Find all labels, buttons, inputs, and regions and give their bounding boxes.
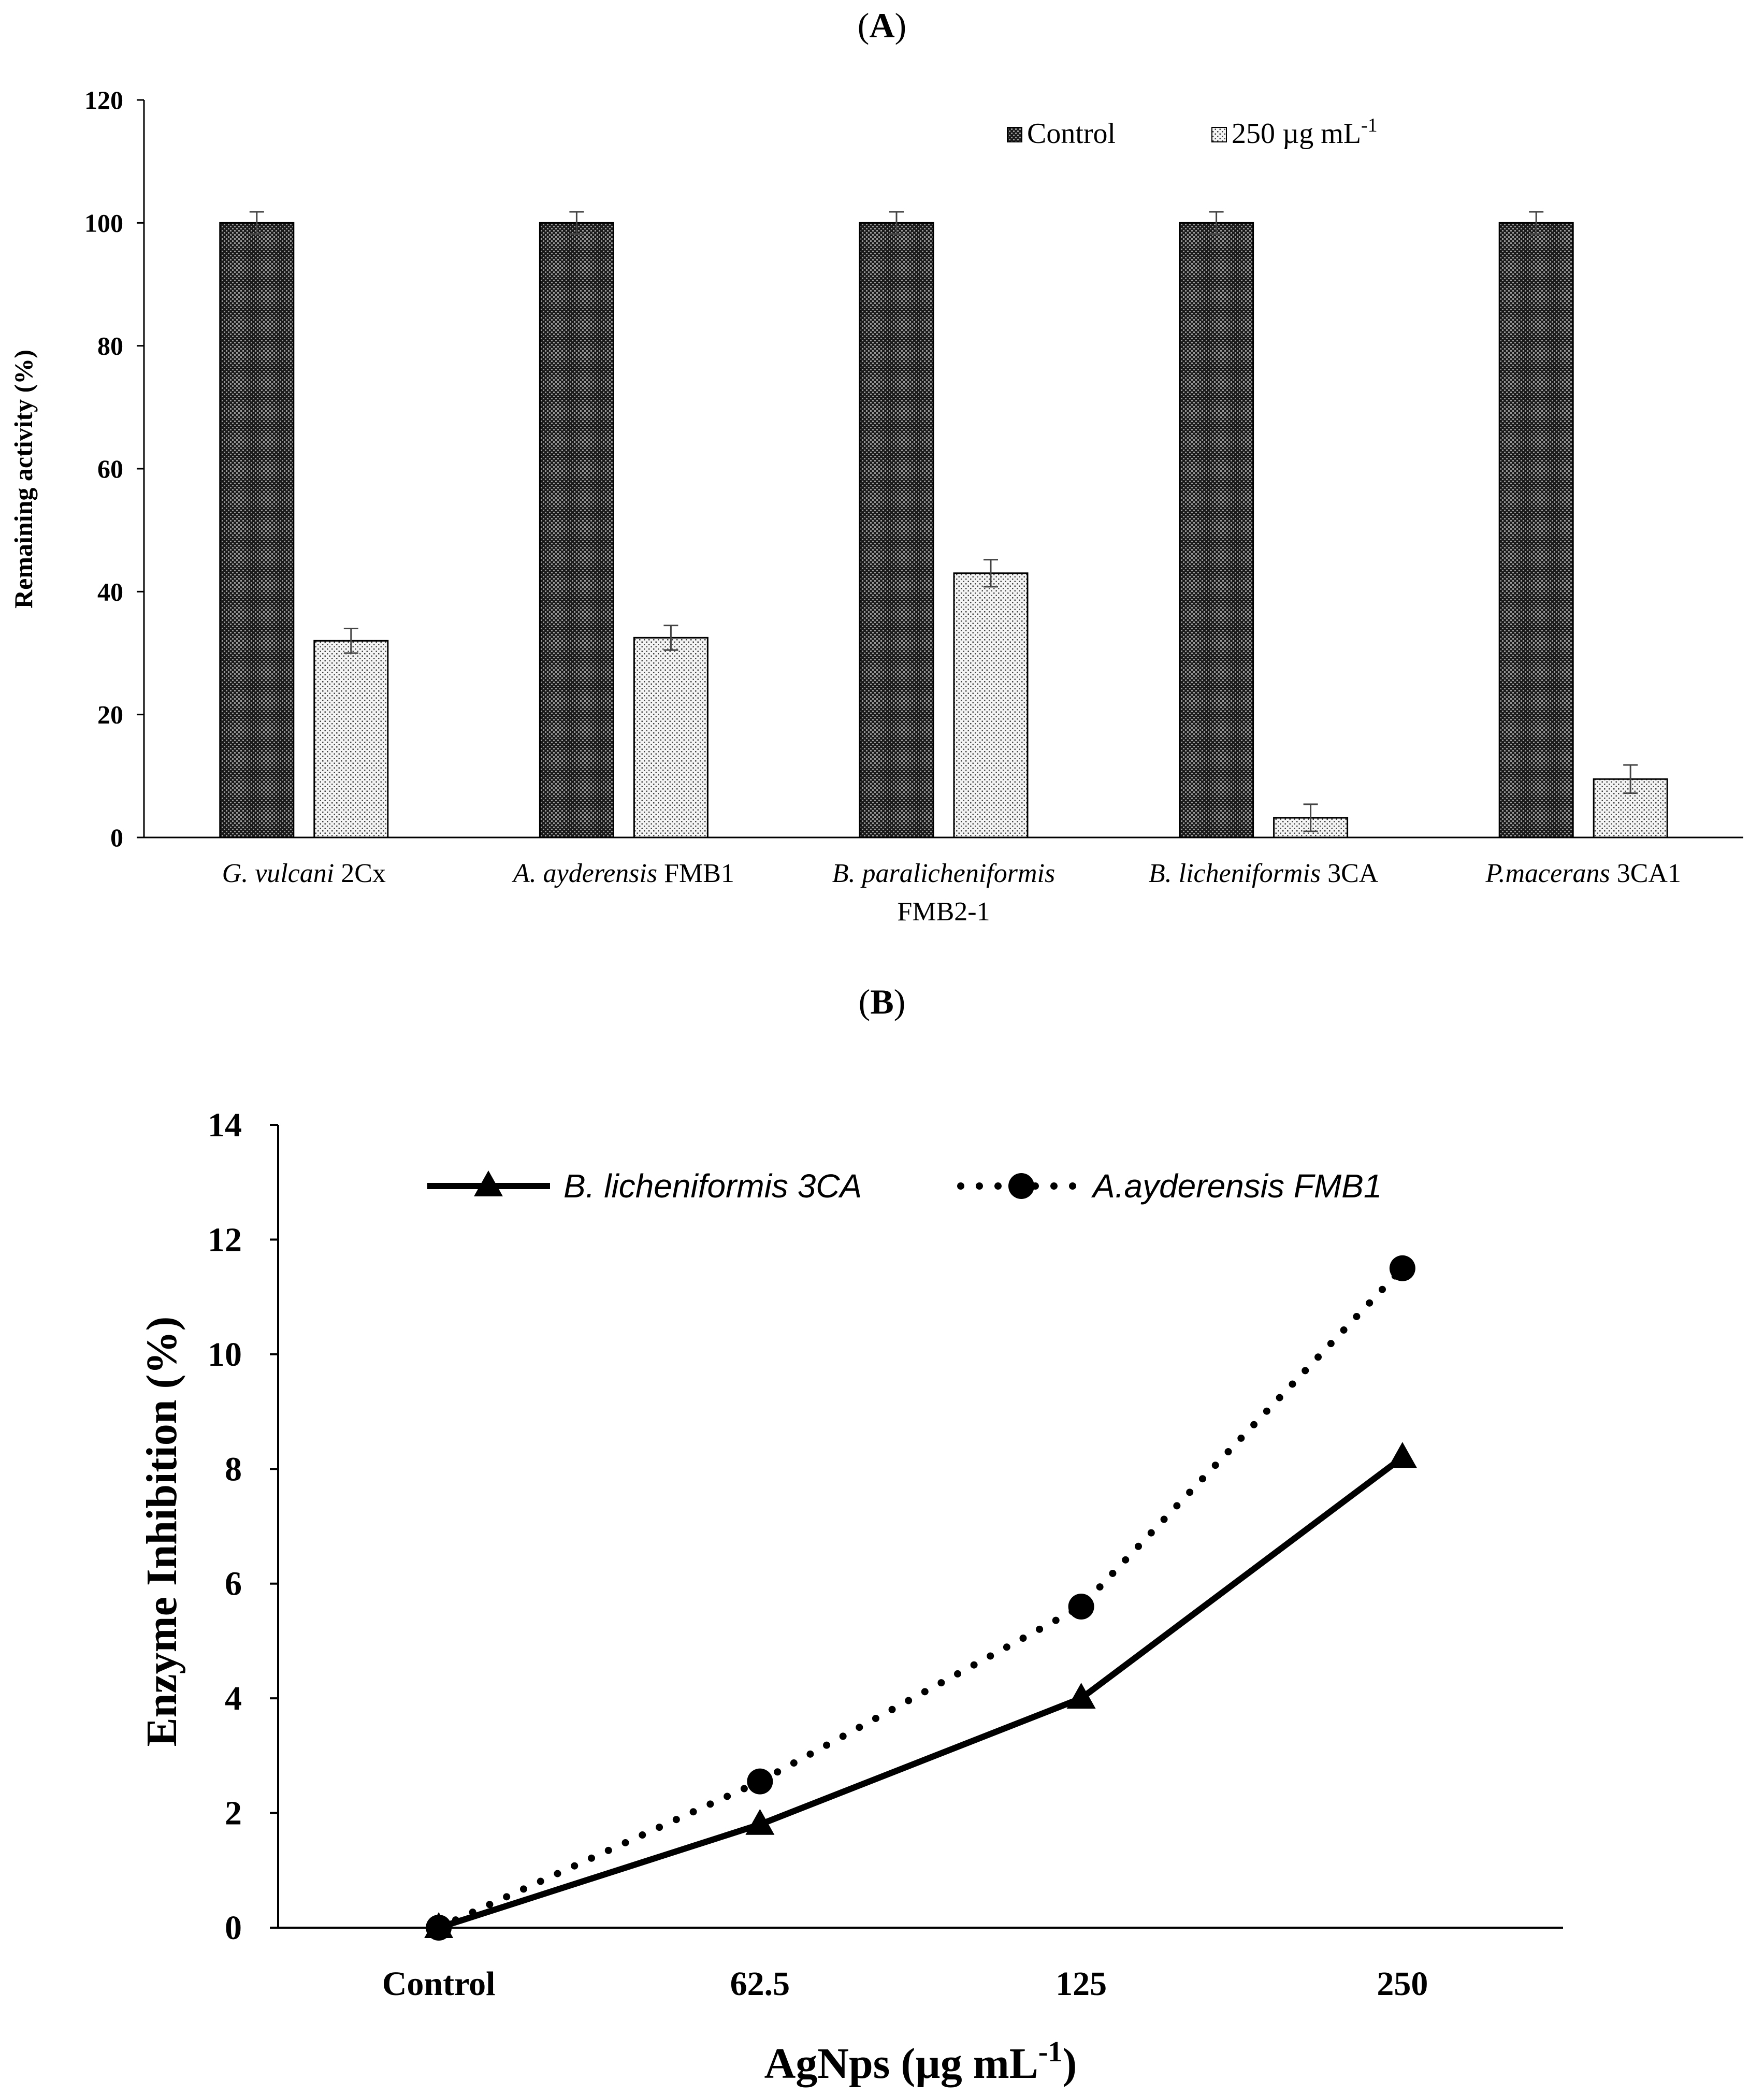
panel-b-label: (B) — [858, 982, 906, 1021]
bar-control — [1179, 222, 1254, 839]
data-point-circle — [747, 1768, 773, 1795]
x-tick-label: 125 — [1055, 1965, 1107, 2003]
bar-control — [219, 222, 295, 839]
y-tick-label: 40 — [97, 577, 123, 606]
y-tick-label: 0 — [110, 823, 123, 852]
category-label-line2: FMB2-1 — [897, 897, 990, 927]
y-tick-label: 0 — [225, 1909, 242, 1947]
legend: B. licheniformis 3CA A.ayderensis FMB1 — [427, 1167, 1382, 1205]
legend-label: 250 µg mL-1 — [1232, 114, 1378, 150]
legend-swatch — [1007, 127, 1022, 142]
legend-label: A.ayderensis FMB1 — [1091, 1167, 1382, 1205]
series-line-a-ayderensis — [435, 1264, 1406, 1931]
series-line-b-licheniformis — [438, 1455, 1405, 1931]
category-label: P.macerans 3CA1 — [1485, 859, 1681, 888]
category-label: G. vulcani 2Cx — [222, 859, 386, 888]
bar-250-g-ml — [313, 640, 389, 839]
y-tick-label: 12 — [208, 1221, 242, 1259]
x-tick-label: 62.5 — [730, 1965, 790, 2003]
y-axis: 0 2 4 6 8 10 12 14 — [208, 1106, 279, 1947]
legend-swatch — [1211, 127, 1227, 142]
legend-label: Control — [1027, 118, 1116, 150]
bar-250-g-ml — [953, 572, 1029, 839]
bars — [219, 211, 1668, 839]
category-label: A. ayderensis FMB1 — [512, 859, 734, 888]
legend-marker-circle — [1008, 1173, 1034, 1199]
bar-control — [1498, 222, 1574, 839]
x-axis-category-labels: G. vulcani 2Cx A. ayderensis FMB1 B. paral… — [222, 859, 1681, 927]
legend: Control 250 µg mL-1 — [1007, 114, 1378, 150]
y-tick-label: 100 — [84, 208, 123, 237]
x-tick-label: 250 — [1377, 1965, 1428, 2003]
y-tick-label: 10 — [208, 1336, 242, 1374]
y-tick-label: 14 — [208, 1106, 242, 1144]
category-label: B. licheniformis 3CA — [1149, 859, 1379, 888]
category-label: B. paralicheniformis — [832, 859, 1055, 888]
y-tick-label: 2 — [225, 1795, 242, 1832]
data-point-triangle — [1066, 1683, 1096, 1709]
data-point-circle — [1068, 1594, 1094, 1620]
data-point-triangle — [745, 1809, 775, 1835]
y-tick-label: 6 — [225, 1565, 242, 1603]
bar-chart-remaining-activity: 0 20 40 60 80 100 120 G. vulcani 2Cx A. ayderen… — [9, 85, 1743, 927]
y-tick-label: 20 — [97, 700, 123, 729]
data-point-triangle — [424, 1912, 454, 1938]
bar-control — [539, 222, 614, 839]
data-point-circle — [1389, 1255, 1415, 1281]
data-point-triangle — [1387, 1442, 1417, 1468]
bar-control — [859, 222, 934, 839]
bar-250-g-ml — [633, 637, 709, 839]
y-tick-label: 60 — [97, 454, 123, 483]
x-axis: Control 62.5 125 250 — [278, 1927, 1563, 2003]
series-lines — [424, 1255, 1417, 1941]
x-axis-label: AgNps (µg mL-1) — [764, 2036, 1077, 2088]
y-axis-label: Enzyme Inhibition (%) — [138, 1317, 186, 1747]
x-tick-label: Control — [382, 1965, 496, 2003]
y-tick-label: 120 — [84, 85, 123, 114]
y-tick-label: 80 — [97, 331, 123, 360]
y-tick-label: 8 — [225, 1450, 242, 1488]
y-axis-label: Remaining activity (%) — [9, 350, 38, 609]
panel-a-label: (A) — [857, 6, 907, 45]
legend-marker-triangle — [474, 1170, 503, 1196]
y-tick-label: 4 — [225, 1680, 242, 1717]
legend-label: B. licheniformis 3CA — [563, 1167, 862, 1205]
y-axis: 0 20 40 60 80 100 120 — [84, 85, 1743, 852]
